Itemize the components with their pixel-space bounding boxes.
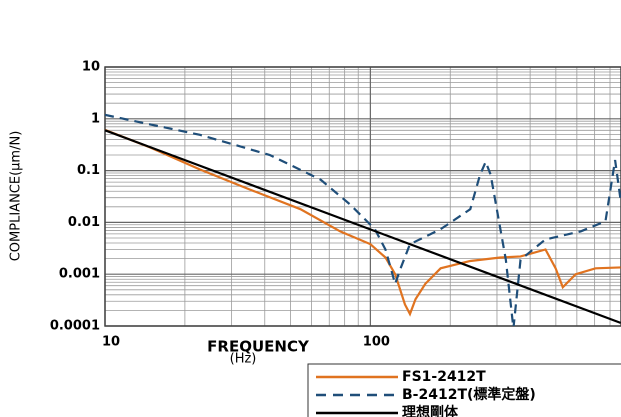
y-tick-label: 1 <box>91 111 100 126</box>
x-tick-label: 10 <box>102 335 120 350</box>
y-tick-label: 10 <box>82 60 100 75</box>
series-line <box>105 129 621 324</box>
series-line <box>105 113 621 326</box>
legend-label: B-2412T(標準定盤) <box>402 386 536 403</box>
legend-box <box>307 363 621 417</box>
y-axis-label: COMPLIANCE(μm/N) <box>9 131 24 262</box>
legend-label: FS1-2412T <box>402 369 486 385</box>
y-tick-label: 0.01 <box>68 215 100 230</box>
y-tick-label: 0.0001 <box>50 319 100 334</box>
x-tick-label: 100 <box>363 335 390 350</box>
x-axis-unit: (Hz) <box>230 352 257 367</box>
plot-area <box>105 113 621 326</box>
series-line <box>105 128 621 317</box>
legend-label: 理想剛体 <box>402 404 459 417</box>
y-tick-label: 0.001 <box>59 267 100 282</box>
plot-frame <box>104 66 621 327</box>
y-tick-label: 0.1 <box>77 163 100 178</box>
x-axis-label: FREQUENCY <box>207 338 310 356</box>
